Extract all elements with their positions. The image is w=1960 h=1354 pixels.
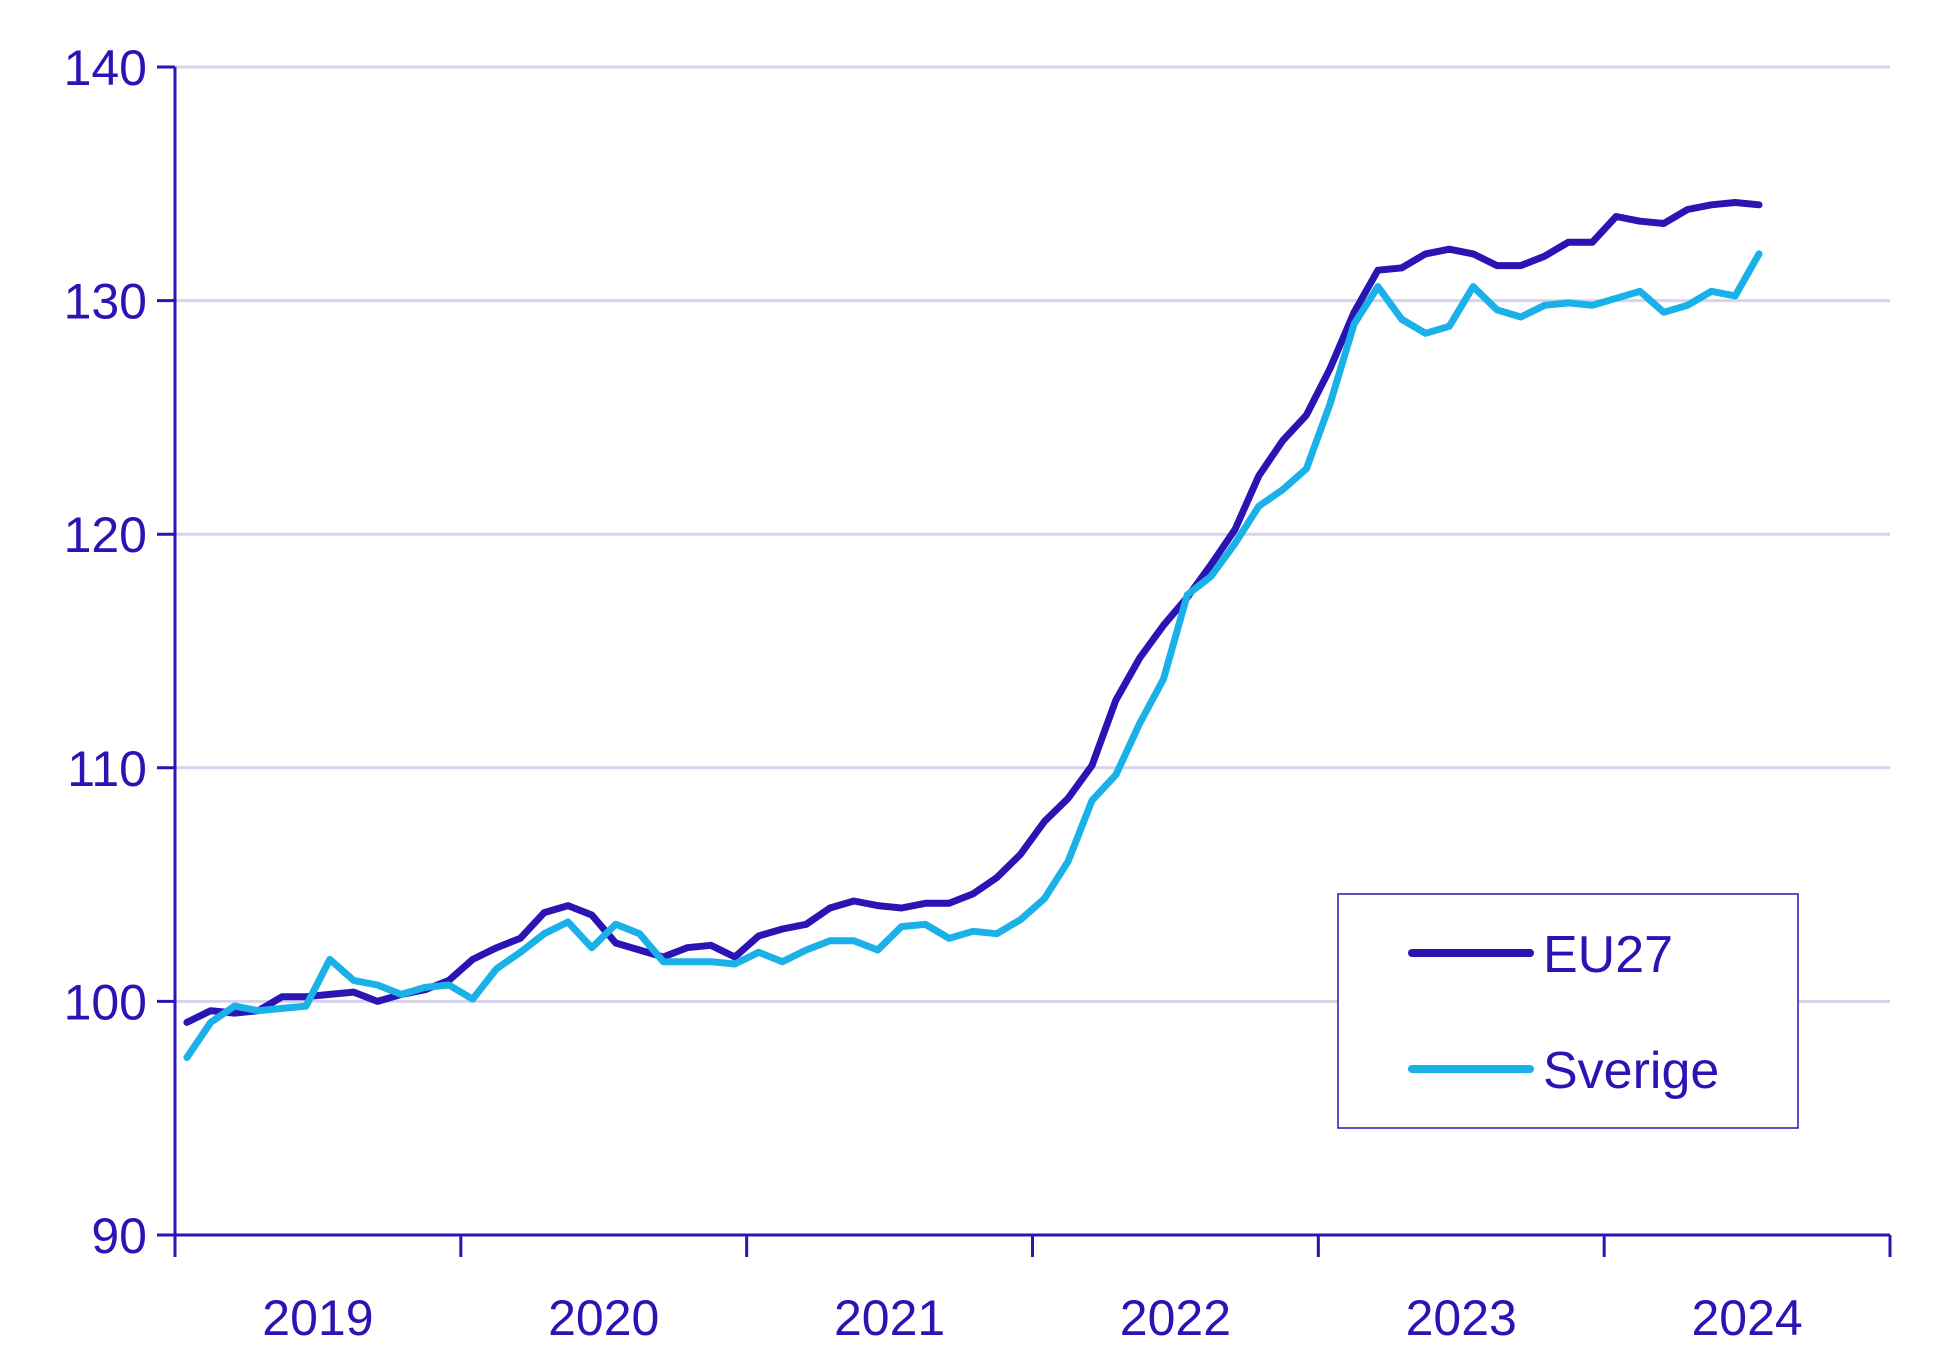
legend-label-sverige: Sverige [1543,1042,1719,1100]
x-tick-label: 2022 [1120,1290,1231,1346]
legend-label-eu27: EU27 [1543,926,1673,984]
y-tick-label: 120 [64,507,147,563]
x-axis-tick-labels: 2019 2020 2021 2022 2023 2024 [262,1290,1802,1346]
axes [157,65,1892,1257]
legend-box [1337,893,1799,1129]
x-tick-label: 2019 [262,1290,373,1346]
series-line-sverige [183,250,1763,1061]
y-tick-label: 110 [67,741,147,797]
y-tick-label: 140 [64,40,147,96]
x-tick-label: 2020 [548,1290,659,1346]
gridlines [175,65,1890,1003]
series-lines [183,199,1763,1061]
x-tick-label: 2023 [1406,1290,1517,1346]
y-tick-label: 130 [64,274,147,330]
x-tick-label: 2024 [1691,1290,1802,1346]
series-line-eu27 [183,199,1763,1026]
y-tick-label: 100 [64,974,147,1030]
y-tick-label: 90 [91,1208,147,1264]
legend: EU27 Sverige [1337,893,1799,1129]
y-axis-tick-labels: 90 100 110 120 130 140 [64,40,147,1264]
x-tick-label: 2021 [834,1290,945,1346]
